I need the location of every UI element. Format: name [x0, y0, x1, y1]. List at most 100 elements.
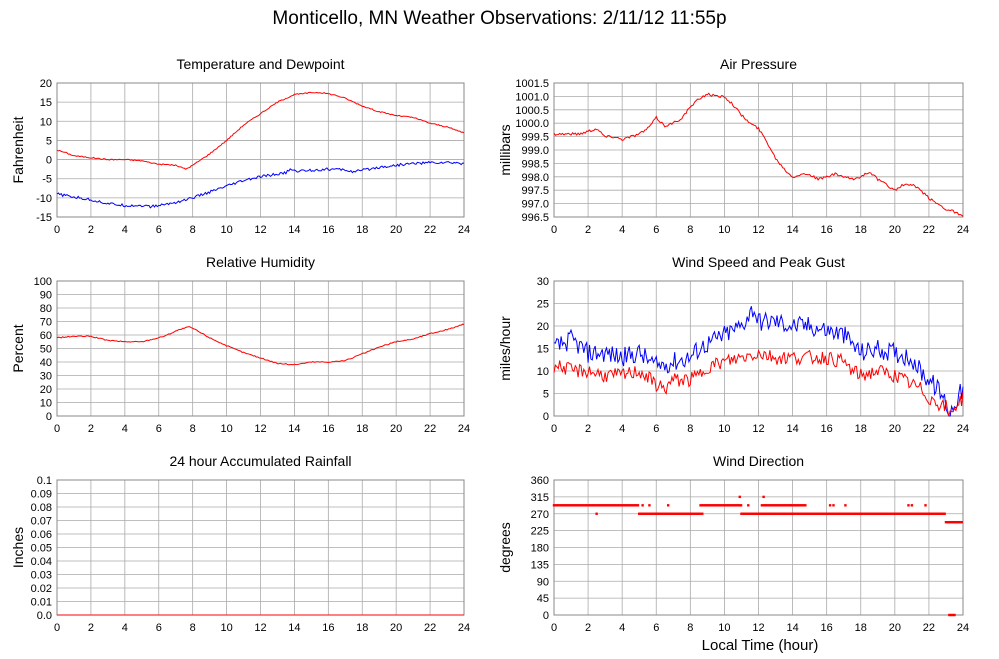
direction-point — [558, 504, 561, 507]
direction-point — [578, 504, 582, 507]
direction-point — [764, 512, 768, 515]
direction-point — [646, 512, 650, 515]
x-tick-label: 4 — [122, 423, 128, 435]
direction-point — [655, 512, 658, 515]
direction-point — [891, 512, 894, 515]
direction-point — [910, 512, 913, 515]
x-tick-label: 16 — [821, 622, 833, 634]
direction-point — [777, 512, 781, 515]
direction-point — [801, 504, 804, 507]
direction-point — [564, 504, 567, 507]
direction-point — [897, 512, 900, 515]
x-tick-label: 6 — [156, 224, 162, 236]
direction-point — [820, 512, 823, 515]
x-tick-label: 6 — [653, 622, 659, 634]
direction-point — [786, 504, 790, 507]
direction-point — [786, 512, 790, 515]
direction-point — [881, 512, 884, 515]
direction-point — [772, 504, 775, 507]
direction-point — [583, 504, 586, 507]
direction-point — [849, 512, 852, 515]
y-tick-label: 1000.0 — [515, 118, 549, 130]
direction-point — [885, 512, 888, 515]
direction-point — [871, 512, 874, 515]
y-tick-label: 15 — [40, 97, 52, 109]
y-tick-label: 50 — [40, 344, 52, 356]
y-tick-label: 90 — [40, 290, 52, 302]
x-tick-label: 6 — [156, 622, 162, 634]
direction-point — [779, 512, 782, 515]
direction-point — [805, 512, 809, 515]
y-tick-label: 0 — [543, 411, 549, 423]
direction-point — [590, 504, 593, 507]
direction-point — [856, 512, 859, 515]
direction-point — [850, 512, 854, 515]
direction-point — [729, 504, 733, 507]
y-tick-label: 0.06 — [31, 529, 52, 541]
x-tick-label: 2 — [88, 224, 94, 236]
direction-point — [894, 512, 897, 515]
y-tick-label: 90 — [537, 576, 549, 588]
direction-point — [753, 512, 756, 515]
direction-point — [813, 512, 816, 515]
direction-point — [910, 504, 914, 507]
x-tick-label: 12 — [752, 224, 764, 236]
direction-point — [775, 512, 778, 515]
direction-point — [664, 512, 667, 515]
direction-point — [701, 512, 704, 515]
y-tick-label: -15 — [36, 212, 52, 224]
direction-point — [933, 512, 936, 515]
direction-point — [708, 504, 711, 507]
direction-point — [737, 504, 740, 507]
direction-point — [687, 512, 690, 515]
direction-point — [872, 512, 875, 515]
direction-point — [767, 512, 771, 515]
direction-point — [840, 512, 844, 515]
x-tick-label: 6 — [653, 224, 659, 236]
direction-point — [882, 512, 886, 515]
y-tick-label: 10 — [537, 366, 549, 378]
direction-point — [613, 504, 617, 507]
direction-point — [685, 512, 689, 515]
direction-point — [944, 520, 948, 524]
direction-point — [924, 504, 927, 507]
direction-point — [740, 512, 743, 515]
direction-point — [766, 512, 769, 515]
direction-point — [641, 504, 644, 507]
y-tick-label: 0.08 — [31, 502, 52, 514]
direction-point — [798, 512, 802, 515]
direction-point — [940, 512, 943, 515]
direction-point — [713, 504, 717, 507]
direction-point — [808, 512, 812, 515]
direction-point — [766, 504, 769, 507]
y-tick-label: 0.09 — [31, 489, 52, 501]
direction-point — [751, 512, 755, 515]
direction-point — [739, 504, 743, 507]
direction-point — [949, 613, 953, 617]
y-tick-label: 0 — [46, 155, 52, 167]
y-tick-label: 1001.5 — [515, 78, 549, 90]
direction-point — [554, 504, 557, 507]
x-tick-label: 4 — [122, 622, 128, 634]
direction-point — [930, 512, 933, 515]
x-tick-label: 8 — [190, 622, 196, 634]
direction-point — [625, 504, 628, 507]
direction-point — [798, 504, 801, 507]
direction-point — [584, 504, 588, 507]
direction-point — [658, 512, 661, 515]
direction-point — [905, 512, 909, 515]
y-tick-label: 998.0 — [521, 172, 549, 184]
direction-point — [802, 504, 806, 507]
y-tick-label: -5 — [42, 174, 52, 186]
direction-point — [959, 520, 962, 524]
direction-point — [628, 504, 631, 507]
y-tick-label: 1000.5 — [515, 105, 549, 117]
y-tick-label: 20 — [537, 321, 549, 333]
direction-point — [700, 504, 704, 507]
direction-point — [694, 512, 697, 515]
direction-point — [665, 512, 668, 515]
direction-point — [802, 512, 806, 515]
